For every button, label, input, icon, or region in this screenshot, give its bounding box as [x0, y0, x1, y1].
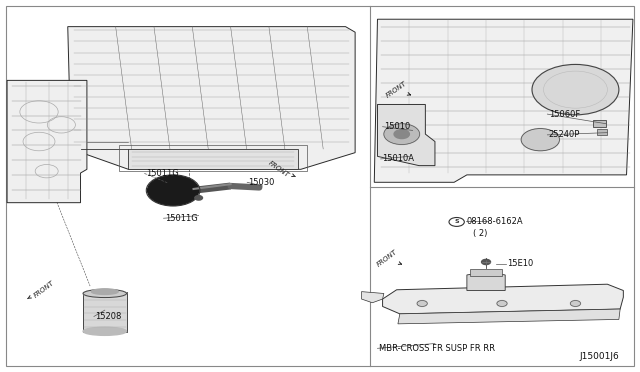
- Bar: [470, 269, 502, 276]
- Circle shape: [384, 124, 420, 144]
- Ellipse shape: [92, 289, 118, 294]
- Text: MBR-CROSS FR SUSP FR RR: MBR-CROSS FR SUSP FR RR: [379, 344, 495, 353]
- Text: FRONT: FRONT: [267, 160, 296, 179]
- Circle shape: [570, 301, 580, 307]
- Text: S: S: [454, 219, 459, 224]
- Text: 15010A: 15010A: [382, 154, 414, 163]
- Polygon shape: [383, 284, 623, 314]
- Polygon shape: [129, 149, 298, 169]
- Bar: [593, 120, 606, 127]
- Circle shape: [417, 301, 428, 307]
- Text: 15011G: 15011G: [146, 169, 179, 178]
- Polygon shape: [374, 19, 633, 182]
- Polygon shape: [68, 27, 355, 169]
- Text: 15011G: 15011G: [165, 214, 198, 223]
- Text: FRONT: FRONT: [376, 249, 401, 268]
- Circle shape: [394, 130, 410, 138]
- Bar: [597, 129, 607, 135]
- Circle shape: [497, 301, 507, 307]
- Polygon shape: [467, 272, 505, 291]
- Circle shape: [148, 176, 198, 205]
- Bar: [83, 292, 127, 333]
- Text: 15E10: 15E10: [507, 259, 533, 268]
- Text: J15001J6: J15001J6: [579, 352, 619, 361]
- Circle shape: [521, 129, 559, 151]
- Polygon shape: [362, 292, 384, 303]
- Text: 15060F: 15060F: [548, 110, 580, 119]
- Text: ( 2): ( 2): [473, 228, 488, 238]
- Circle shape: [532, 64, 619, 115]
- Text: FRONT: FRONT: [385, 80, 410, 99]
- Text: 15030: 15030: [248, 178, 275, 187]
- Text: 15010: 15010: [384, 122, 410, 131]
- Polygon shape: [398, 309, 620, 324]
- Text: FRONT: FRONT: [28, 279, 56, 299]
- Ellipse shape: [83, 289, 127, 298]
- Ellipse shape: [83, 327, 127, 335]
- Polygon shape: [378, 105, 435, 166]
- Circle shape: [195, 196, 202, 200]
- Text: 15208: 15208: [95, 312, 122, 321]
- Text: 25240P: 25240P: [548, 130, 580, 140]
- Polygon shape: [7, 80, 87, 203]
- Text: 08168-6162A: 08168-6162A: [467, 217, 524, 226]
- Circle shape: [481, 259, 490, 264]
